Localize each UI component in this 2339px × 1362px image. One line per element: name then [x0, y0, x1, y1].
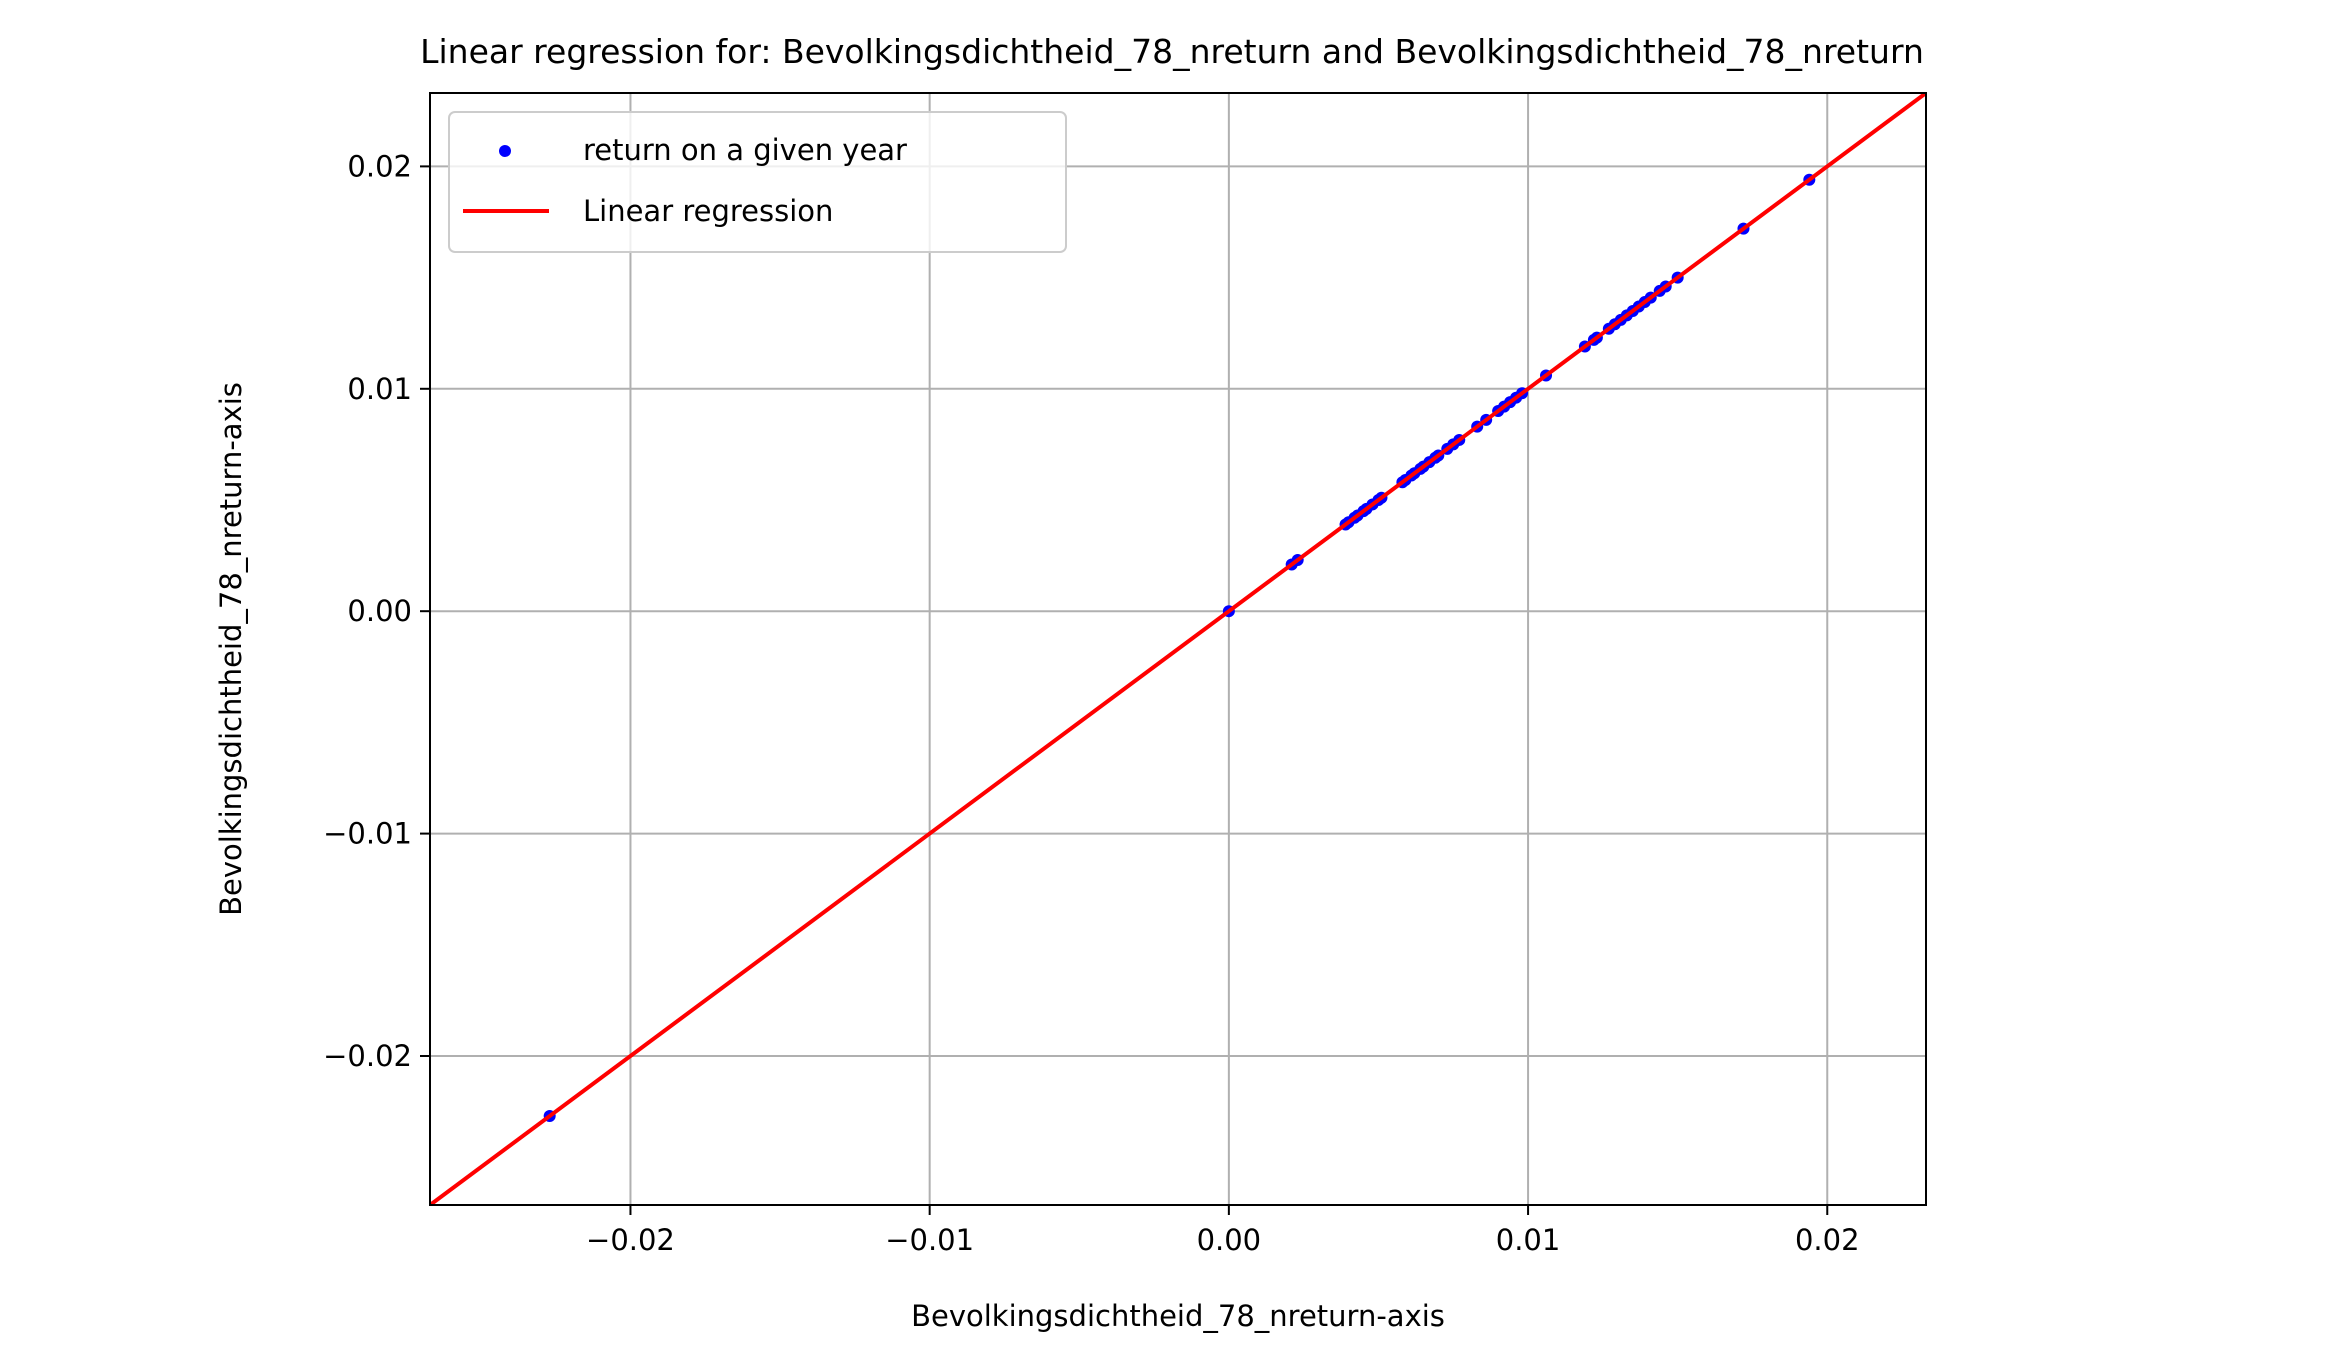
legend: return on a given year Linear regression [448, 111, 1067, 253]
y-tick-label: 0.02 [347, 149, 412, 183]
x-tick-label: −0.02 [586, 1223, 675, 1257]
axes-frame [429, 92, 1927, 1206]
x-axis-label: Bevolkingsdichtheid_78_nreturn-axis [911, 1299, 1445, 1333]
y-axis-ticks: −0.02 −0.01 0.00 0.01 0.02 [323, 149, 430, 1073]
x-tick-label: 0.00 [1197, 1223, 1262, 1257]
y-tick-label: 0.00 [347, 594, 412, 628]
y-tick-label: −0.01 [323, 817, 412, 851]
x-tick-label: −0.01 [885, 1223, 974, 1257]
x-tick-label: 0.01 [1496, 1223, 1561, 1257]
x-tick-label: 0.02 [1795, 1223, 1860, 1257]
x-axis-ticks: −0.02 −0.01 0.00 0.01 0.02 [586, 1205, 1860, 1257]
y-axis-label: Bevolkingsdichtheid_78_nreturn-axis [214, 382, 248, 916]
legend-label-line: Linear regression [583, 194, 833, 228]
y-tick-label: 0.01 [347, 372, 412, 406]
legend-box [448, 111, 1067, 253]
legend-label-scatter: return on a given year [583, 133, 907, 167]
plot-content [430, 93, 1926, 1205]
regression-line [430, 93, 1926, 1205]
grid [430, 93, 1926, 1205]
legend-scatter-marker [499, 145, 511, 157]
chart-title: Linear regression for: Bevolkingsdichthe… [420, 32, 1924, 71]
y-tick-label: −0.02 [323, 1039, 412, 1073]
